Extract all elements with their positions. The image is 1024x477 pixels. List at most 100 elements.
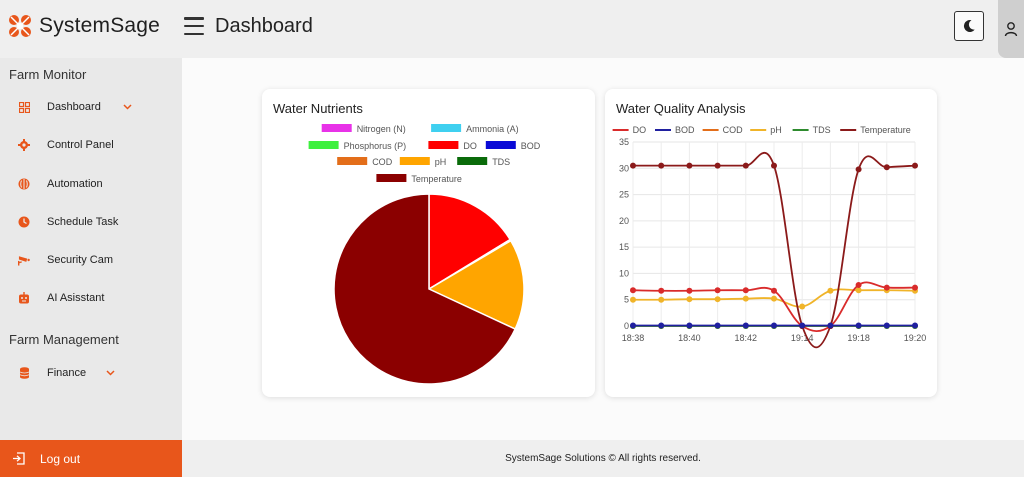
x-tick-label: 19:14 [791, 333, 814, 343]
legend-item-ph[interactable]: pH [399, 157, 447, 167]
svg-text:COD: COD [723, 125, 744, 135]
chart-title: Water Quality Analysis [616, 101, 746, 116]
data-point-temperature[interactable] [883, 164, 890, 171]
data-point-bod[interactable] [714, 322, 721, 329]
pie-slice-do[interactable] [428, 193, 512, 291]
legend-item-do[interactable]: DO [612, 125, 647, 135]
svg-text:Nitrogen (N): Nitrogen (N) [357, 124, 406, 134]
footer: SystemSage Solutions © All rights reserv… [182, 440, 1024, 477]
svg-text:DO: DO [463, 141, 477, 151]
data-point-ph[interactable] [714, 296, 721, 303]
svg-text:BOD: BOD [675, 125, 695, 135]
sidebar-item-automation[interactable]: Automation [0, 172, 182, 196]
data-point-do[interactable] [658, 287, 665, 294]
svg-text:Ammonia (A): Ammonia (A) [466, 124, 519, 134]
x-tick-label: 19:18 [847, 333, 870, 343]
chevron-down-icon[interactable] [123, 102, 132, 113]
sidebar-item-schedule-task[interactable]: Schedule Task [0, 210, 182, 234]
sidebar-item-label: Control Panel [47, 139, 114, 151]
sidebar-item-label: Dashboard [47, 101, 101, 113]
water-quality-line-chart: DO BOD COD pH TDS Temperature 0 5 10 15 20 25 30 35 18… [612, 125, 926, 349]
svg-text:Temperature: Temperature [411, 174, 462, 184]
legend-item-do[interactable]: DO [428, 141, 477, 151]
sidebar-item-finance[interactable]: Finance [0, 361, 182, 385]
y-tick-label: 5 [624, 295, 629, 305]
data-point-do[interactable] [630, 287, 636, 294]
sidebar-item-label: Security Cam [47, 254, 114, 266]
data-point-bod[interactable] [630, 322, 636, 329]
data-point-temperature[interactable] [742, 162, 749, 169]
data-point-temperature[interactable] [855, 166, 862, 173]
sidebar-item-ai-assistant[interactable]: AI Asisstant [0, 286, 182, 310]
pie-slice-ph[interactable] [427, 239, 525, 331]
data-point-do[interactable] [771, 287, 777, 294]
data-point-temperature[interactable] [771, 162, 777, 169]
legend-item-ammonia-a[interactable]: Ammonia (A) [431, 124, 519, 134]
section-title-farm-monitor: Farm Monitor [9, 67, 87, 82]
data-point-ph[interactable] [771, 295, 777, 302]
chevron-down-icon[interactable] [106, 368, 115, 379]
data-point-do[interactable] [912, 284, 918, 291]
data-point-temperature[interactable] [714, 162, 721, 169]
theme-toggle-button[interactable] [954, 11, 984, 41]
hamburger-icon[interactable] [184, 17, 204, 35]
data-point-ph[interactable] [630, 296, 636, 303]
user-icon [1004, 22, 1018, 37]
y-tick-label: 0 [624, 321, 629, 331]
clock-icon [18, 216, 30, 228]
legend-item-ph[interactable]: pH [750, 125, 782, 135]
data-point-temperature[interactable] [686, 162, 693, 169]
user-menu-button[interactable] [998, 0, 1024, 58]
data-point-do[interactable] [686, 287, 693, 294]
data-point-temperature[interactable] [912, 162, 918, 169]
data-point-bod[interactable] [686, 322, 693, 329]
data-point-ph[interactable] [686, 296, 693, 303]
legend-item-cod[interactable]: COD [337, 157, 393, 167]
svg-text:pH: pH [435, 157, 447, 167]
sidebar-item-control-panel[interactable]: Control Panel [0, 133, 182, 157]
logout-button[interactable]: Log out [0, 440, 182, 477]
data-point-do[interactable] [742, 287, 749, 294]
data-point-do[interactable] [855, 281, 862, 288]
data-point-bod[interactable] [912, 322, 918, 329]
legend-item-bod[interactable]: BOD [655, 125, 695, 135]
data-point-do[interactable] [714, 287, 721, 294]
data-point-bod[interactable] [855, 322, 862, 329]
svg-text:DO: DO [633, 125, 647, 135]
data-point-bod[interactable] [742, 322, 749, 329]
data-point-temperature[interactable] [630, 162, 636, 169]
data-point-ph[interactable] [658, 296, 665, 303]
data-point-ph[interactable] [742, 295, 749, 302]
x-tick-label: 18:42 [735, 333, 758, 343]
legend-item-temperature[interactable]: Temperature [376, 174, 462, 184]
pie-slice-temperature[interactable] [333, 193, 517, 385]
legend-item-nitrogen-n[interactable]: Nitrogen (N) [321, 124, 406, 134]
data-point-bod[interactable] [799, 322, 806, 329]
sidebar: Farm Monitor Dashboard Control Panel Aut… [0, 58, 182, 440]
data-point-do[interactable] [883, 284, 890, 291]
logo-icon [9, 15, 31, 37]
legend-item-cod[interactable]: COD [702, 125, 744, 135]
data-point-ph[interactable] [855, 287, 862, 294]
data-point-ph[interactable] [799, 303, 806, 310]
automation-icon [18, 178, 30, 190]
sidebar-item-security-cam[interactable]: Security Cam [0, 248, 182, 272]
data-point-ph[interactable] [827, 287, 834, 294]
section-title-farm-management: Farm Management [9, 332, 119, 347]
data-point-bod[interactable] [883, 322, 890, 329]
legend-item-bod[interactable]: BOD [485, 141, 541, 151]
sidebar-item-dashboard[interactable]: Dashboard [0, 95, 182, 119]
brand-name: SystemSage [39, 14, 161, 37]
legend-item-tds[interactable]: TDS [457, 157, 510, 167]
legend-item-temperature[interactable]: Temperature [840, 125, 911, 135]
legend-item-tds[interactable]: TDS [792, 125, 831, 135]
moon-icon [963, 19, 975, 32]
data-point-temperature[interactable] [658, 162, 665, 169]
data-point-bod[interactable] [771, 322, 777, 329]
legend-item-phosphorus-p[interactable]: Phosphorus (P) [308, 141, 407, 151]
brand[interactable]: SystemSage [6, 12, 160, 40]
data-point-bod[interactable] [658, 322, 665, 329]
svg-text:BOD: BOD [521, 141, 541, 151]
data-point-bod[interactable] [827, 322, 834, 329]
water-nutrients-card: Water Nutrients Nitrogen (N) Ammonia (A) P… [262, 89, 595, 397]
